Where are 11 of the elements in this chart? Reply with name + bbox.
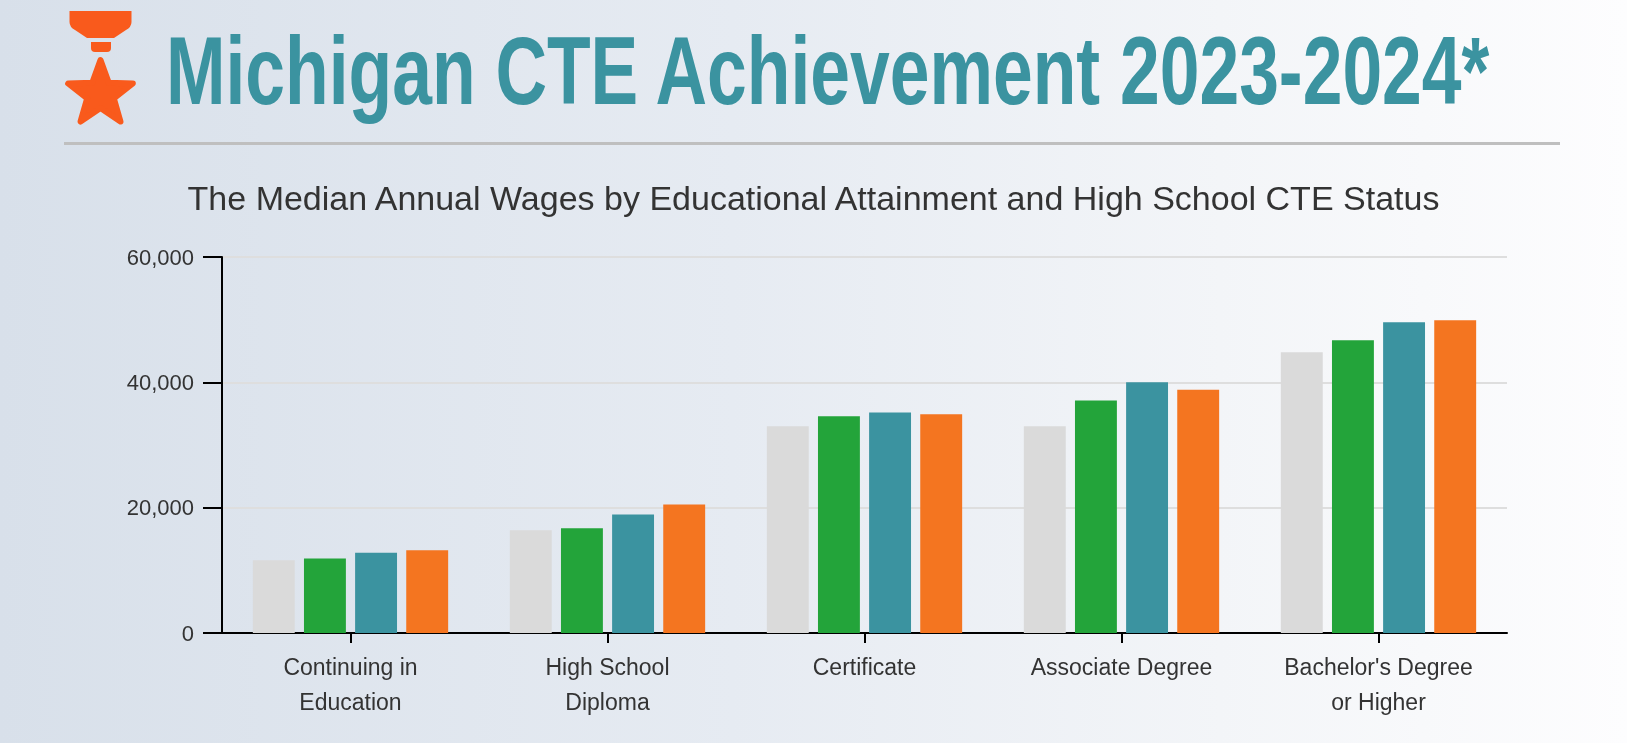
chart-title: Michigan CTE Achievement 2023-2024*	[166, 17, 1490, 124]
x-tick-label: Associate Degree	[1030, 653, 1213, 680]
x-tick-label: Certificate	[812, 653, 917, 680]
chart-subtitle: The Median Annual Wages by Educational Attainment and High School CTE Status	[187, 179, 1440, 217]
x-tick-label: High School Diploma	[545, 653, 670, 715]
y-tick-label: 20,000	[126, 495, 194, 521]
y-tick-label: 0	[181, 620, 194, 646]
y-tick-label: 40,000	[126, 369, 194, 395]
x-tick-label: Bachelor's Degree or Higher	[1284, 653, 1473, 715]
y-tick-label: 60,000	[126, 244, 194, 270]
x-tick-label: Continuing in Education	[283, 653, 418, 715]
